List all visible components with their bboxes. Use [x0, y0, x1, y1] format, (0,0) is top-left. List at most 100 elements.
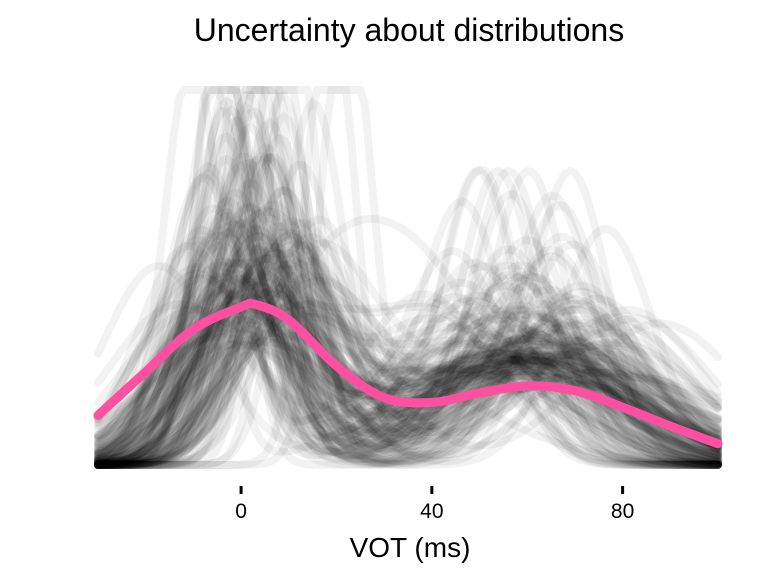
sample-curve — [94, 203, 722, 468]
sample-curve — [94, 285, 722, 457]
chart-title: Uncertainty about distributions — [193, 12, 625, 48]
sample-curve — [94, 191, 722, 469]
sample-curve — [94, 91, 722, 469]
sample-curve — [94, 86, 722, 468]
sample-curve — [94, 111, 722, 469]
sample-curve — [94, 132, 722, 469]
sample-curve — [94, 104, 722, 469]
sample-curve — [94, 152, 722, 469]
sample-curve — [94, 280, 722, 468]
sample-curve — [94, 161, 722, 469]
sample-curve — [94, 197, 722, 469]
sample-curve — [94, 231, 722, 469]
sample-curve — [94, 222, 722, 469]
sample-curve — [94, 86, 722, 469]
sample-curve — [94, 240, 722, 469]
sample-curve — [94, 241, 722, 468]
sample-curve — [94, 257, 722, 465]
sample-curve — [94, 239, 722, 469]
sample-curve — [94, 241, 722, 463]
sample-curve — [94, 122, 722, 469]
sample-curve — [94, 296, 722, 468]
sample-curve — [94, 97, 722, 469]
sample-curve — [94, 232, 722, 468]
sample-curve — [94, 314, 722, 467]
sample-curve — [94, 324, 722, 452]
sample-curve — [94, 86, 722, 469]
sample-curve — [94, 85, 722, 469]
sample-curve — [94, 166, 722, 469]
sample-curve — [94, 200, 722, 469]
sample-curve — [94, 245, 722, 468]
sample-curve — [94, 305, 722, 465]
sample-curve — [94, 235, 722, 469]
sample-curve — [94, 240, 722, 466]
sample-curve — [94, 241, 722, 461]
sample-curve — [94, 215, 722, 469]
sample-curve — [94, 271, 722, 468]
sample-curve — [94, 86, 722, 469]
sample-curve — [94, 233, 722, 469]
sample-curve — [94, 315, 722, 445]
sample-curve — [94, 96, 722, 469]
sample-curve — [94, 152, 722, 469]
sample-curve — [94, 303, 722, 450]
sample-curve — [94, 224, 722, 469]
sample-curve — [94, 165, 722, 469]
sample-curve — [94, 274, 722, 458]
sample-curve — [94, 227, 722, 469]
sample-curve — [94, 242, 722, 469]
sample-curve — [94, 216, 722, 469]
sample-curve — [94, 166, 722, 469]
sample-curve — [94, 249, 722, 469]
sample-curve — [94, 133, 722, 469]
sample-curve — [94, 298, 722, 469]
sample-curve — [94, 205, 722, 468]
sample-curve — [94, 213, 722, 469]
sample-curve — [94, 153, 722, 469]
mean-density-curve — [93, 298, 723, 449]
sample-curve — [94, 264, 722, 467]
sample-curve — [94, 86, 722, 469]
sample-curve — [94, 258, 722, 469]
sample-curve — [94, 235, 722, 458]
x-tick-label: 40 — [420, 500, 443, 523]
sample-curve — [94, 217, 722, 465]
sample-curve — [94, 295, 722, 457]
sample-curve — [94, 151, 722, 469]
sample-curve — [94, 107, 722, 469]
sample-curve — [94, 207, 722, 469]
sample-curve — [94, 340, 722, 448]
sample-curve — [94, 336, 722, 441]
sample-curve — [94, 261, 722, 451]
sample-curve — [94, 231, 722, 469]
sample-curve — [94, 258, 722, 463]
sample-curve — [94, 90, 722, 469]
sample-curve — [94, 229, 722, 469]
sample-curve — [94, 86, 722, 469]
sample-curve — [94, 160, 722, 469]
sample-curve — [94, 160, 722, 469]
sample-curve — [94, 300, 722, 467]
sample-curve — [94, 271, 722, 464]
sample-curve — [94, 306, 722, 458]
sample-curve — [94, 86, 722, 469]
sample-curves — [94, 85, 722, 469]
sample-curve — [94, 309, 722, 466]
sample-curve — [94, 275, 722, 469]
sample-curve — [94, 288, 722, 468]
sample-curve — [94, 273, 722, 448]
sample-curve — [94, 225, 722, 456]
sample-curve — [94, 268, 722, 451]
sample-curve — [94, 253, 722, 468]
sample-curve — [94, 169, 722, 469]
sample-curve — [94, 218, 722, 469]
sample-curve — [94, 86, 722, 468]
sample-curve — [94, 263, 722, 469]
sample-curve — [94, 305, 722, 455]
x-axis: 0 40 80 — [235, 486, 634, 523]
x-axis-label: VOT (ms) — [350, 532, 471, 563]
sample-curve — [94, 260, 722, 467]
sample-curve — [94, 232, 722, 468]
